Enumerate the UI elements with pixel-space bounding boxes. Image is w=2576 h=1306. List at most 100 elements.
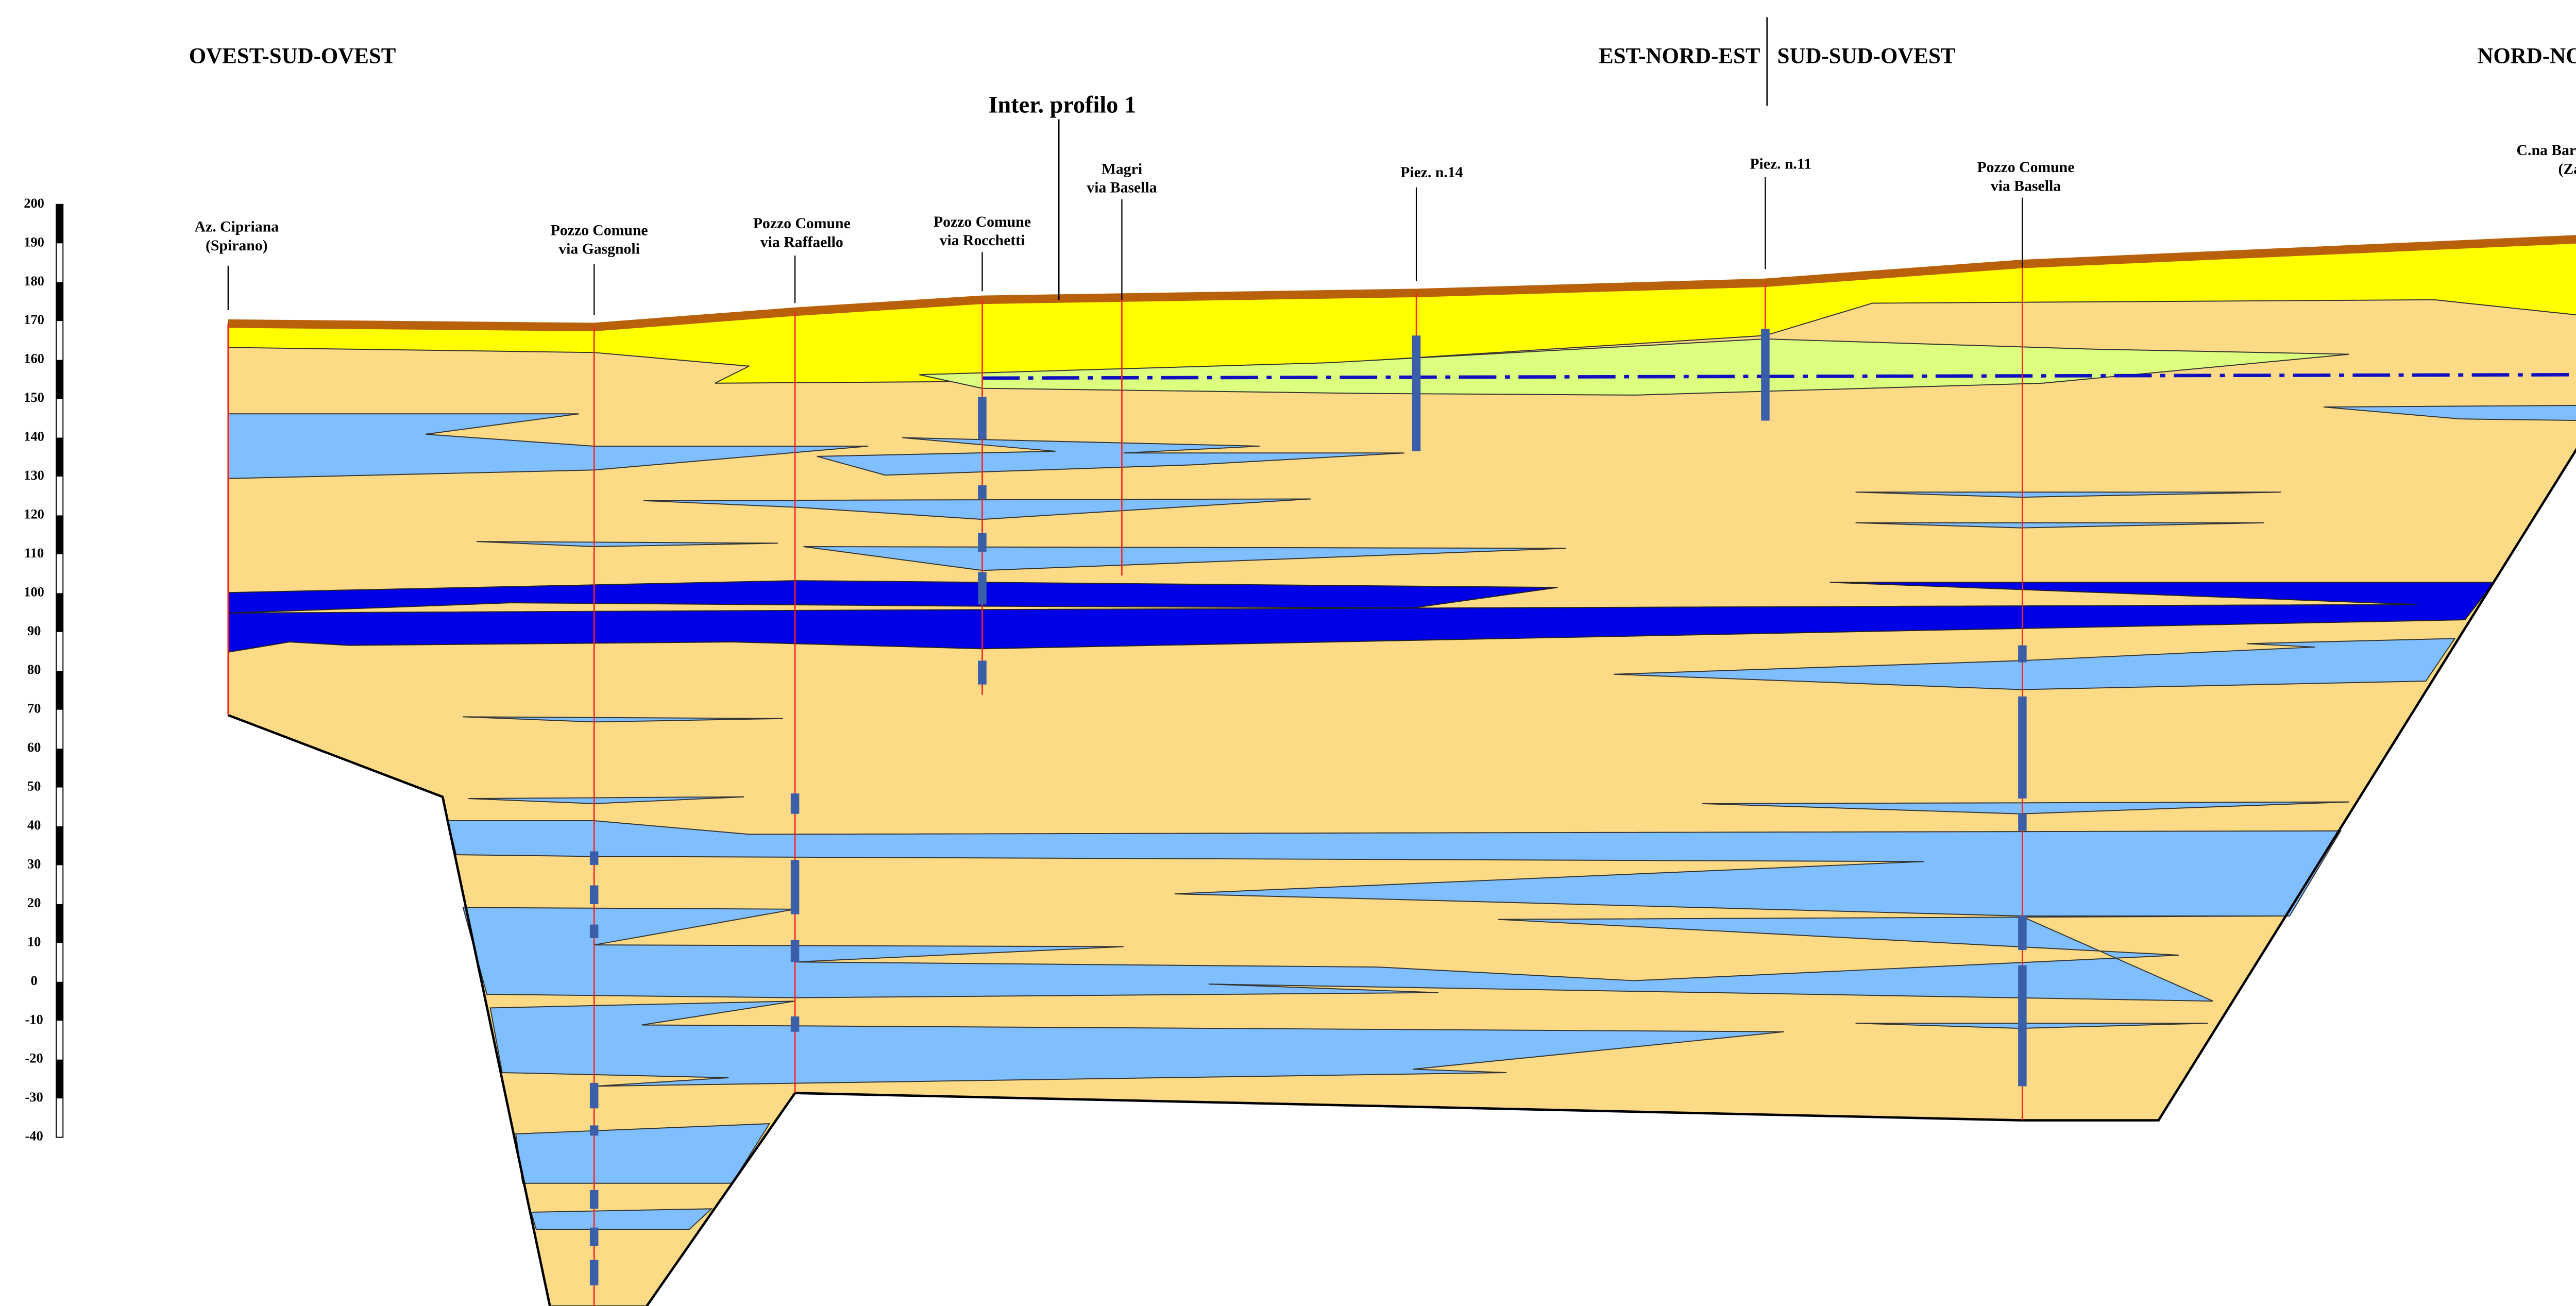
scale-label: -10 [25, 1011, 43, 1027]
scale-label: 20 [27, 895, 41, 910]
layer [530, 1208, 713, 1230]
well-label: via Basella [1991, 178, 2061, 194]
layer [515, 1123, 771, 1184]
screen [589, 1125, 599, 1136]
scale-segment [56, 204, 63, 244]
layer [477, 541, 778, 547]
layer [803, 546, 1566, 571]
section-border [227, 714, 551, 1306]
scale-label: 40 [27, 817, 41, 833]
well-label: via Basella [1087, 180, 1157, 196]
screen [2018, 813, 2027, 831]
well-label: via Rocchetti [940, 232, 1025, 249]
scale-label: 120 [24, 506, 44, 521]
scale-label: 80 [27, 662, 41, 677]
section-label: Inter. profilo 1 [989, 92, 1137, 118]
scale-label: 110 [24, 545, 44, 561]
scale-label: 90 [27, 623, 41, 638]
layer [468, 796, 744, 804]
scale-label: 150 [24, 389, 44, 405]
screen [1412, 335, 1421, 451]
direction: NORD-NORD-EST [2477, 44, 2576, 69]
scale-label: -30 [25, 1089, 43, 1105]
screen [589, 1190, 599, 1209]
scale-label: 180 [24, 273, 44, 289]
scale-segment [56, 1059, 63, 1099]
scale-segment [56, 360, 63, 399]
screen [589, 924, 599, 938]
well-label: Piez. n.14 [1400, 164, 1463, 181]
well-label: Pozzo Comune [753, 215, 851, 232]
scale-segment [56, 981, 63, 1021]
scale-label: -40 [25, 1128, 43, 1144]
screen [978, 533, 987, 552]
scale-label: 200 [24, 195, 44, 211]
scale-label: 190 [24, 234, 44, 249]
screen [1761, 329, 1770, 421]
layer [1855, 1023, 2208, 1029]
scale-segment [56, 593, 63, 632]
screen [589, 1260, 599, 1286]
well-label: via Gasgnoli [558, 241, 640, 258]
scale-label: 60 [27, 739, 41, 755]
section-border [646, 448, 2576, 1306]
scale: 2001901801701601501401301201101009080706… [24, 195, 64, 1144]
layer [1855, 491, 2281, 498]
scale-segment [56, 515, 63, 554]
layer [1855, 522, 2264, 529]
scale-label: 70 [27, 701, 41, 716]
screen [790, 859, 800, 914]
scale-segment [56, 826, 63, 866]
scale-label: -20 [25, 1050, 43, 1066]
layer [2324, 404, 2576, 421]
layer [489, 1000, 1784, 1087]
screen [2018, 916, 2027, 951]
screen [978, 397, 987, 439]
scale-label: 30 [27, 856, 41, 871]
scale-segment [56, 671, 63, 710]
screen [790, 940, 800, 962]
well-label: Piez. n.11 [1750, 156, 1811, 172]
screen [589, 851, 599, 865]
screen [2018, 965, 2027, 1087]
scale-segment [56, 904, 63, 943]
screen [790, 1016, 800, 1032]
layer [817, 437, 1405, 476]
water-table [982, 373, 2576, 380]
well-label: (Zanica) [2558, 161, 2576, 177]
screen [2018, 696, 2027, 799]
well-label: C.na Barico - Fiocchi [2517, 142, 2576, 159]
green-lens [919, 338, 2349, 396]
scale-label: 140 [24, 429, 44, 444]
screen [978, 660, 987, 685]
scale-segment [56, 282, 63, 321]
screen [2018, 645, 2027, 663]
direction: OVEST-SUD-OVEST [189, 44, 396, 69]
scale-label: 130 [24, 467, 44, 483]
layer [227, 413, 869, 479]
scale-label: 100 [24, 584, 44, 599]
scale-label: 10 [27, 934, 41, 949]
well-label: Pozzo Comune [551, 222, 648, 239]
layer [462, 907, 2290, 1002]
screen [589, 1082, 599, 1109]
scale-label: 160 [24, 351, 44, 366]
ground-surface [228, 235, 2576, 332]
well-label: Az. Cipriana [195, 219, 279, 235]
direction: EST-NORD-EST [1599, 44, 1760, 69]
well-label: Pozzo Comune [934, 214, 1031, 230]
screen [589, 885, 599, 904]
well-label: via Raffaello [760, 234, 843, 250]
well-label: Magri [1101, 161, 1142, 177]
screen [589, 1227, 599, 1247]
well-label: Pozzo Comune [1977, 159, 2075, 176]
layer [447, 820, 2342, 917]
layer [463, 716, 783, 723]
screen [978, 572, 987, 605]
layer [1614, 638, 2456, 690]
direction: SUD-SUD-OVEST [1777, 44, 1956, 69]
screen [790, 793, 800, 814]
scale-label: 50 [27, 778, 41, 794]
wells: Az. Cipriana (Spirano) Pozzo Comune via Gas… [195, 142, 2576, 1306]
